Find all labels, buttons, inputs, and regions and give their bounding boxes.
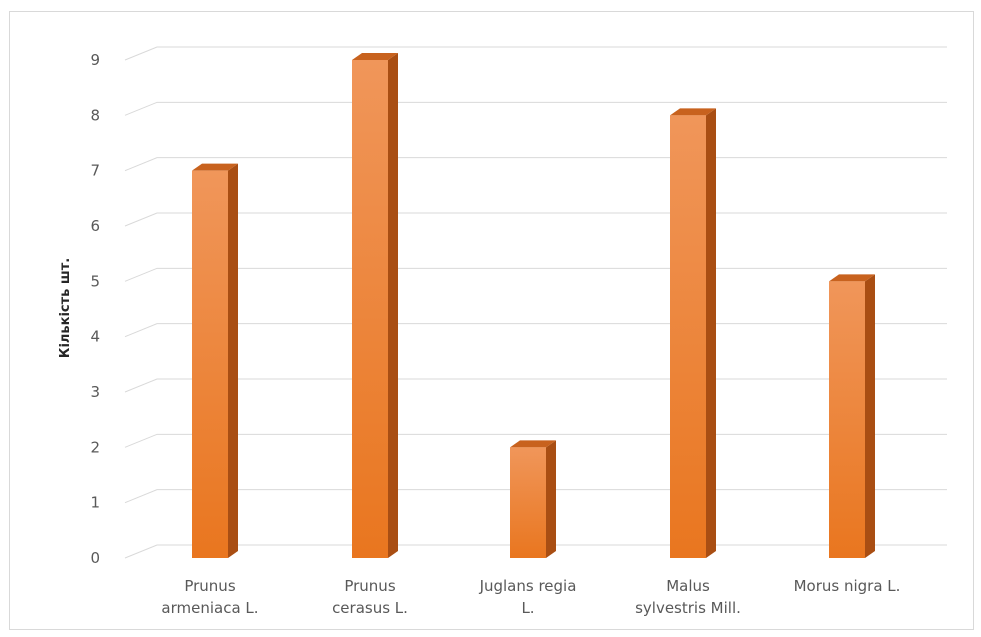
y-tick-label: 6 bbox=[90, 217, 100, 235]
y-tick-label: 7 bbox=[90, 162, 100, 180]
bar-side bbox=[388, 53, 398, 558]
y-tick-label: 0 bbox=[90, 549, 100, 567]
y-tick-label: 3 bbox=[90, 383, 100, 401]
bar bbox=[510, 440, 556, 558]
bar bbox=[192, 164, 238, 558]
bar-front bbox=[510, 447, 546, 558]
y-tick-label: 2 bbox=[90, 438, 100, 456]
bar-front bbox=[670, 115, 706, 558]
bar-side bbox=[546, 440, 556, 558]
bar-front bbox=[352, 60, 388, 558]
x-category-line: sylvestris Mill. bbox=[635, 599, 741, 617]
bar-side bbox=[706, 108, 716, 558]
x-category-line: Morus nigra L. bbox=[794, 577, 901, 595]
x-category-line: L. bbox=[521, 599, 534, 617]
x-category-line: Malus bbox=[666, 577, 710, 595]
x-category-line: Prunus bbox=[184, 577, 235, 595]
bar-side bbox=[865, 274, 875, 558]
bar bbox=[829, 274, 875, 558]
x-category-label: Morus nigra L. bbox=[794, 577, 901, 595]
y-tick-label: 1 bbox=[90, 494, 100, 512]
x-category-line: Juglans regia bbox=[479, 577, 577, 595]
chart-frame bbox=[10, 12, 974, 630]
y-tick-label: 5 bbox=[90, 272, 100, 290]
bar bbox=[352, 53, 398, 558]
bar-front bbox=[192, 171, 228, 558]
x-category-line: armeniaca L. bbox=[161, 599, 258, 617]
y-tick-label: 4 bbox=[90, 328, 100, 346]
bar bbox=[670, 108, 716, 558]
y-tick-label: 8 bbox=[90, 106, 100, 124]
x-category-line: cerasus L. bbox=[332, 599, 408, 617]
y-axis-label: Кількість шт. bbox=[58, 258, 73, 358]
bar-front bbox=[829, 281, 865, 558]
bar-side bbox=[228, 164, 238, 558]
y-tick-label: 9 bbox=[90, 51, 100, 69]
x-category-line: Prunus bbox=[344, 577, 395, 595]
